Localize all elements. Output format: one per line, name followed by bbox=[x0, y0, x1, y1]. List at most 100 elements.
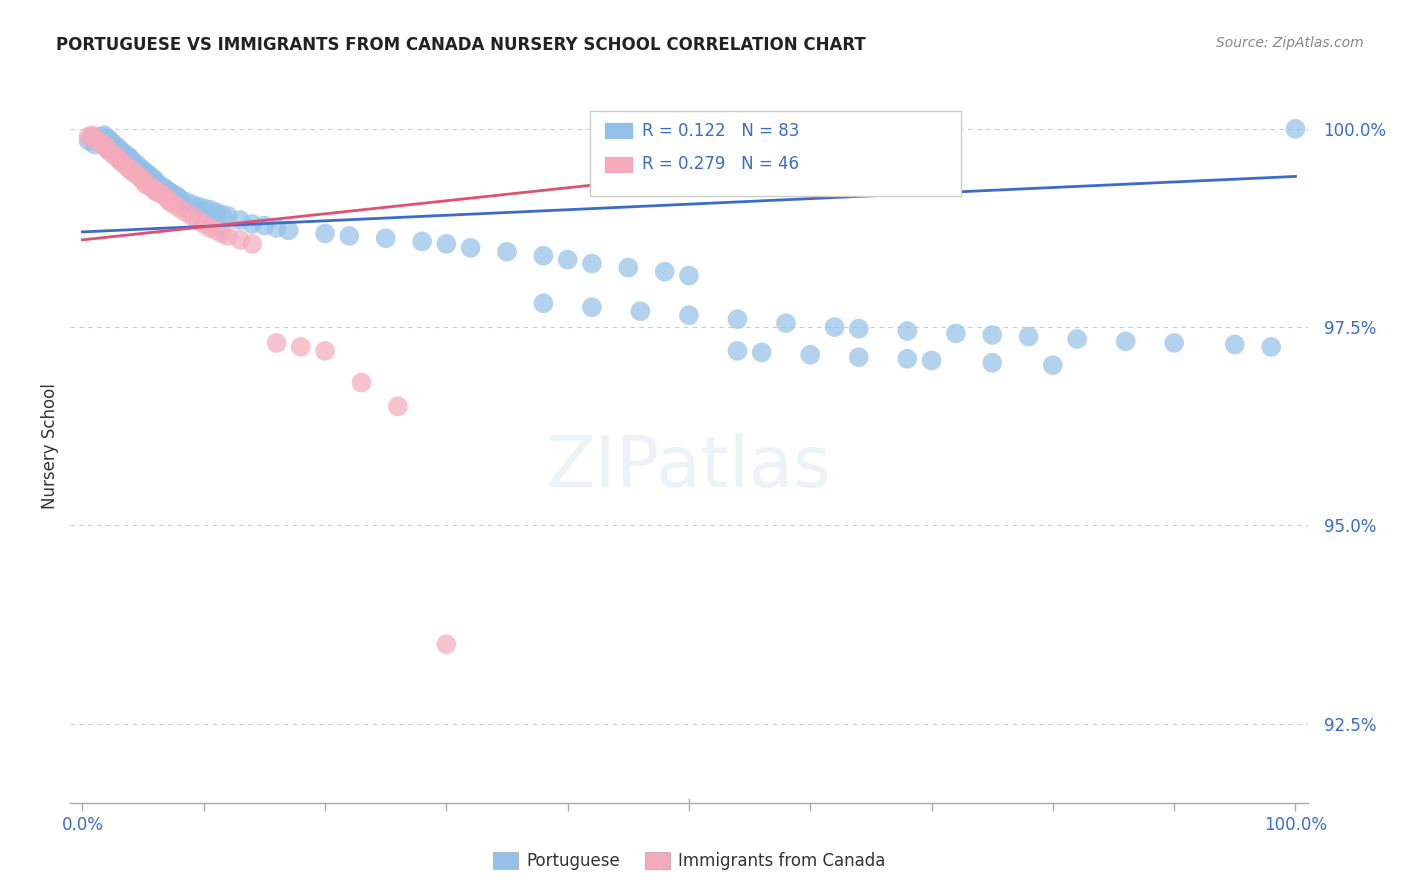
Point bbox=[82, 128, 104, 143]
Point bbox=[581, 300, 603, 314]
Point bbox=[1066, 332, 1088, 346]
Point bbox=[96, 131, 118, 145]
Point bbox=[108, 152, 131, 166]
Point bbox=[217, 209, 239, 223]
Point bbox=[117, 150, 139, 164]
Point bbox=[434, 637, 457, 651]
Point bbox=[921, 353, 943, 368]
Point bbox=[122, 155, 145, 169]
Point bbox=[114, 147, 136, 161]
Point bbox=[678, 308, 700, 322]
Point bbox=[211, 227, 233, 241]
Point bbox=[896, 324, 918, 338]
Point bbox=[229, 213, 252, 227]
Point bbox=[110, 155, 132, 169]
Point bbox=[277, 223, 299, 237]
Point bbox=[98, 144, 121, 158]
Point bbox=[211, 207, 233, 221]
Point bbox=[90, 136, 112, 150]
Point bbox=[240, 236, 263, 251]
Point bbox=[1163, 335, 1185, 350]
Point bbox=[628, 304, 651, 318]
Point bbox=[101, 136, 124, 150]
Point bbox=[166, 189, 188, 203]
Point bbox=[162, 186, 184, 201]
Point bbox=[824, 320, 846, 334]
Point bbox=[77, 134, 100, 148]
Point bbox=[581, 257, 603, 271]
Point bbox=[290, 340, 312, 354]
Point bbox=[83, 137, 105, 152]
Point bbox=[751, 345, 773, 359]
Point bbox=[120, 163, 142, 178]
FancyBboxPatch shape bbox=[603, 122, 633, 139]
Legend: Portuguese, Immigrants from Canada: Portuguese, Immigrants from Canada bbox=[486, 845, 891, 877]
Point bbox=[153, 189, 176, 203]
Point bbox=[153, 181, 176, 195]
Point bbox=[117, 161, 139, 176]
Point bbox=[122, 165, 145, 179]
Point bbox=[138, 178, 160, 193]
Point bbox=[654, 264, 676, 278]
Point bbox=[240, 217, 263, 231]
Point bbox=[981, 356, 1004, 370]
Point bbox=[187, 200, 209, 214]
Point bbox=[142, 171, 165, 186]
Text: PORTUGUESE VS IMMIGRANTS FROM CANADA NURSERY SCHOOL CORRELATION CHART: PORTUGUESE VS IMMIGRANTS FROM CANADA NUR… bbox=[56, 36, 866, 54]
Point bbox=[134, 178, 156, 192]
Point bbox=[617, 260, 640, 275]
Point bbox=[253, 219, 276, 233]
Point bbox=[557, 252, 579, 267]
Text: R = 0.122   N = 83: R = 0.122 N = 83 bbox=[643, 121, 799, 139]
Point bbox=[460, 241, 482, 255]
Point bbox=[198, 202, 221, 217]
Point bbox=[90, 129, 112, 144]
Point bbox=[193, 201, 215, 215]
Point bbox=[134, 165, 156, 179]
Point bbox=[531, 296, 554, 310]
Point bbox=[105, 139, 128, 153]
Point bbox=[799, 348, 821, 362]
Point bbox=[156, 192, 179, 206]
Point bbox=[162, 197, 184, 211]
Point bbox=[83, 131, 105, 145]
Point bbox=[1223, 337, 1246, 351]
Point bbox=[143, 173, 166, 187]
Point bbox=[434, 236, 457, 251]
Point bbox=[266, 335, 288, 350]
Point bbox=[217, 228, 239, 243]
Text: ZIPatlas: ZIPatlas bbox=[546, 433, 832, 502]
Point bbox=[93, 128, 115, 143]
Point bbox=[174, 205, 197, 219]
Point bbox=[125, 168, 148, 182]
Point bbox=[120, 152, 142, 166]
Point bbox=[1260, 340, 1282, 354]
Point bbox=[848, 350, 870, 364]
Point bbox=[143, 184, 166, 198]
Point bbox=[146, 186, 169, 200]
Point bbox=[110, 144, 132, 158]
Point bbox=[198, 221, 221, 235]
Point bbox=[775, 316, 797, 330]
Point bbox=[387, 400, 409, 414]
Point bbox=[350, 376, 373, 390]
Point bbox=[945, 326, 967, 341]
Point bbox=[98, 132, 121, 146]
Point bbox=[205, 205, 228, 219]
Point bbox=[82, 129, 104, 144]
Point bbox=[678, 268, 700, 283]
Point bbox=[1042, 358, 1064, 372]
Point bbox=[193, 217, 215, 231]
Point bbox=[1284, 121, 1306, 136]
Point bbox=[125, 157, 148, 171]
Point bbox=[727, 343, 749, 358]
Point bbox=[266, 221, 288, 235]
Point bbox=[337, 228, 360, 243]
Point bbox=[727, 312, 749, 326]
Point bbox=[105, 150, 128, 164]
Text: Source: ZipAtlas.com: Source: ZipAtlas.com bbox=[1216, 36, 1364, 50]
Point bbox=[174, 194, 197, 209]
Point bbox=[205, 223, 228, 237]
Point bbox=[150, 178, 173, 193]
Point bbox=[150, 186, 173, 201]
